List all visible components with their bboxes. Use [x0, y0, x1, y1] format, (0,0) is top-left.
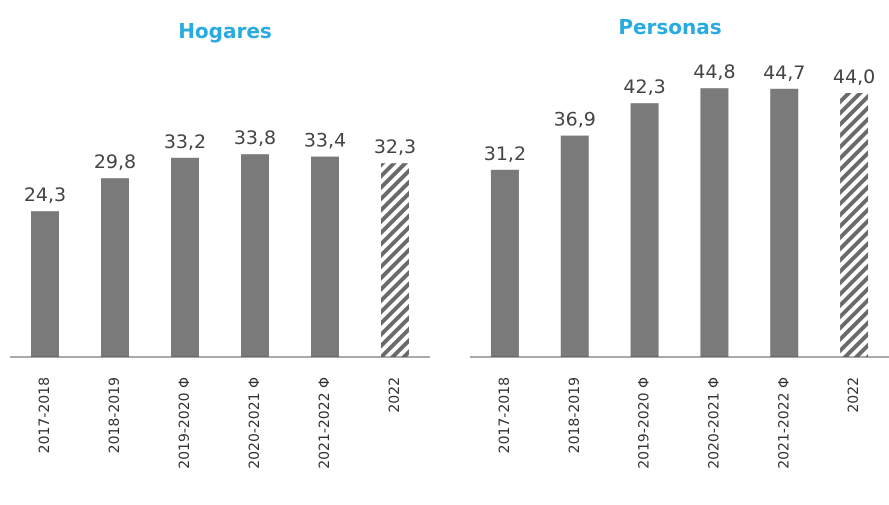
bar: [31, 211, 59, 357]
x-tick-label: 2020-2021 Φ: [706, 377, 722, 469]
x-tick-label: 2019-2020 Φ: [177, 377, 193, 469]
x-tick-label: 2021-2022 Φ: [776, 377, 792, 469]
value-label: 29,8: [94, 151, 136, 173]
bar: [630, 103, 659, 357]
x-tick-label: 2020-2021 Φ: [247, 377, 263, 469]
bar: [171, 157, 199, 357]
value-label: 33,2: [164, 131, 206, 153]
x-tick-label: 2017-2018: [497, 377, 513, 453]
bar: [560, 135, 589, 357]
value-label: 33,4: [304, 130, 346, 152]
chart-title: Personas: [618, 15, 721, 39]
x-tick-label: 2022: [846, 377, 862, 413]
value-label: 44,8: [693, 61, 735, 83]
chart-title: Hogares: [178, 19, 272, 43]
value-label: 32,3: [374, 136, 416, 158]
bar: [770, 88, 799, 358]
bar: [381, 163, 409, 357]
bar: [840, 93, 869, 357]
x-tick-label: 2018-2019: [567, 377, 583, 453]
x-tick-label: 2022: [387, 377, 403, 413]
value-label: 33,8: [234, 127, 276, 149]
bar: [490, 169, 519, 357]
value-label: 24,3: [24, 184, 66, 206]
value-label: 42,3: [623, 76, 665, 98]
bar: [241, 154, 269, 357]
value-label: 44,0: [833, 66, 875, 88]
bar: [101, 178, 129, 357]
x-tick-label: 2017-2018: [37, 377, 53, 453]
value-label: 36,9: [554, 109, 596, 131]
value-label: 44,7: [763, 62, 805, 84]
x-tick-label: 2021-2022 Φ: [317, 377, 333, 469]
value-label: 31,2: [484, 143, 526, 165]
x-tick-label: 2018-2019: [107, 377, 123, 453]
bar: [700, 88, 729, 357]
bar: [311, 156, 339, 357]
x-tick-label: 2019-2020 Φ: [637, 377, 653, 469]
